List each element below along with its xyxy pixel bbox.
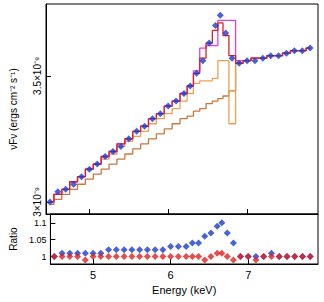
- svg-text:6: 6: [168, 269, 174, 281]
- svg-text:3.5×10⁻⁹: 3.5×10⁻⁹: [32, 57, 43, 95]
- svg-text:Energy (keV): Energy (keV): [152, 284, 216, 296]
- svg-text:5: 5: [90, 269, 96, 281]
- svg-text:1.05: 1.05: [29, 235, 47, 245]
- svg-text:νFν (ergs cm⁻² s⁻¹): νFν (ergs cm⁻² s⁻¹): [8, 68, 19, 150]
- svg-text:7: 7: [245, 269, 251, 281]
- svg-text:1: 1: [41, 252, 46, 262]
- svg-text:3×10⁻⁹: 3×10⁻⁹: [32, 187, 43, 217]
- svg-text:Ratio: Ratio: [8, 227, 19, 251]
- svg-text:1.1: 1.1: [34, 218, 47, 228]
